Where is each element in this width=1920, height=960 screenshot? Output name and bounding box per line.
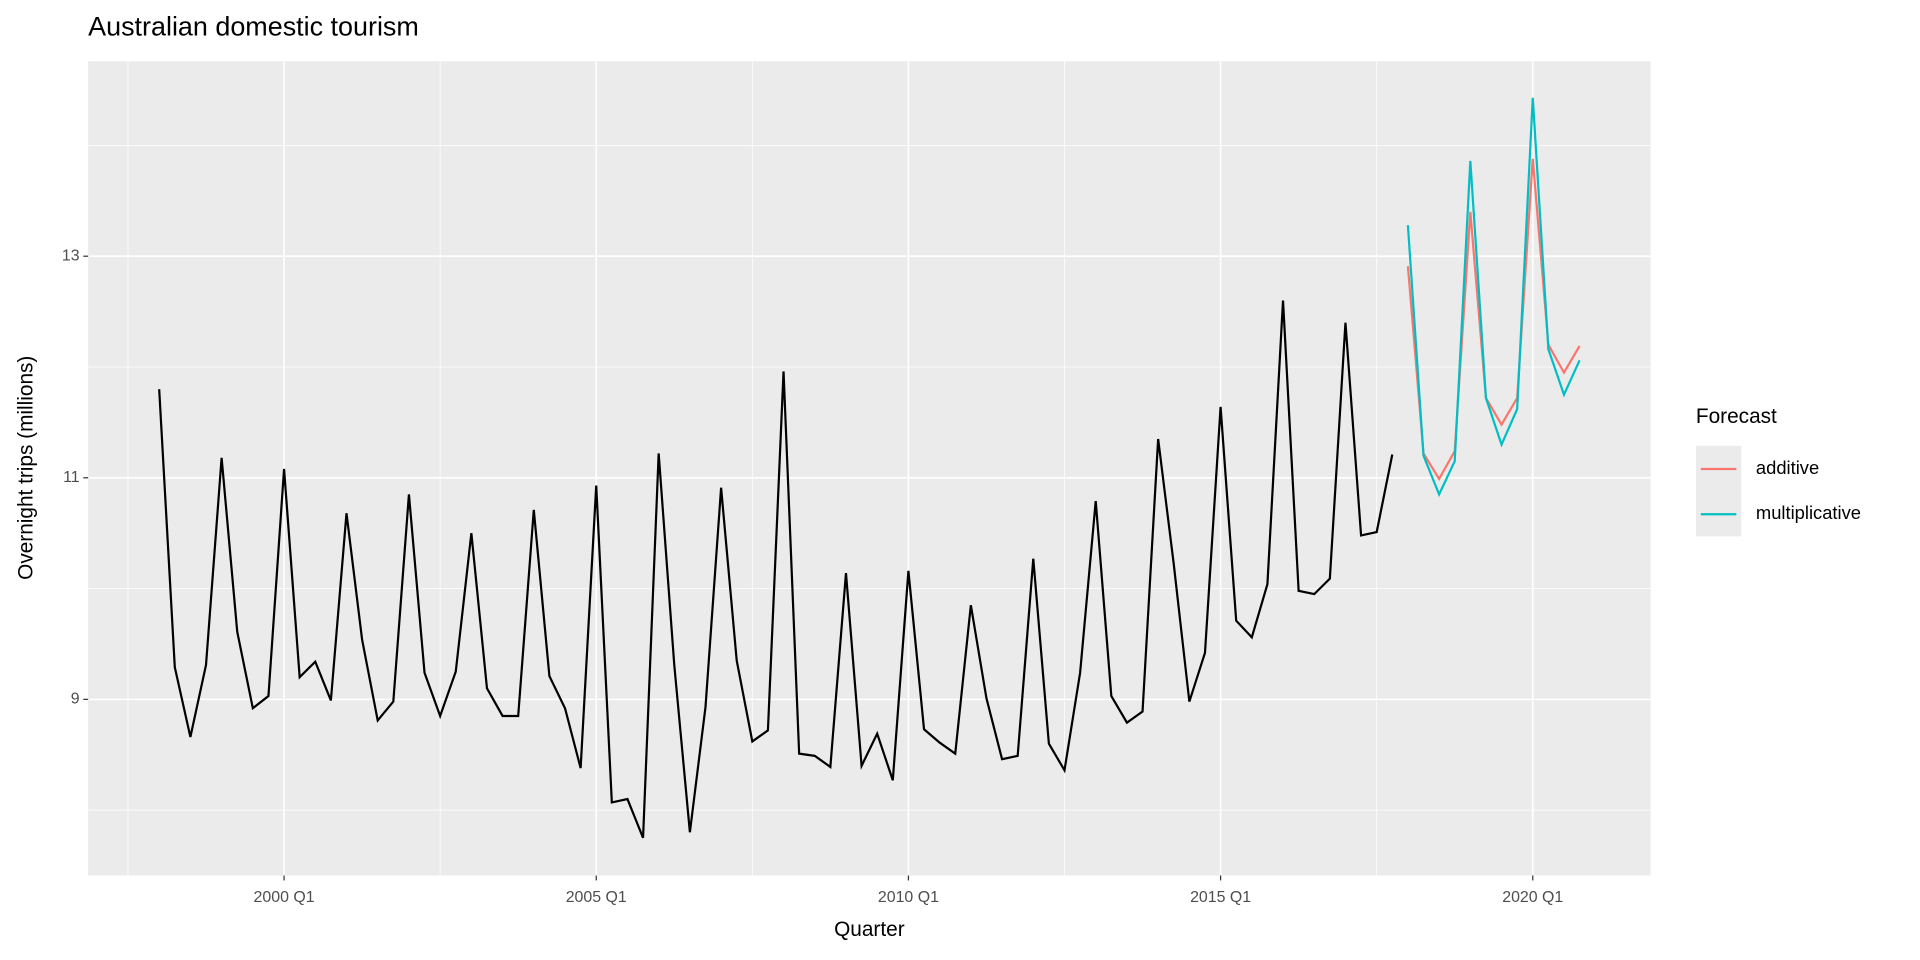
y-axis-label: Overnight trips (millions) xyxy=(14,356,37,580)
x-tick-label: 2015 Q1 xyxy=(1190,889,1251,906)
series-line xyxy=(1406,97,1581,498)
x-axis-label: Quarter xyxy=(834,918,905,941)
chart-title: Australian domestic tourism xyxy=(88,11,419,41)
legend-label: additive xyxy=(1756,457,1819,478)
legend-title: Forecast xyxy=(1696,405,1777,428)
series-line xyxy=(1406,158,1581,482)
legend-key-background xyxy=(1695,445,1742,537)
series-line xyxy=(158,300,1394,839)
y-tick-label: 11 xyxy=(63,469,80,486)
legend-label: multiplicative xyxy=(1756,502,1861,523)
y-tick-label: 9 xyxy=(71,691,80,708)
y-tick-label: 13 xyxy=(62,247,80,264)
x-tick-label: 2010 Q1 xyxy=(878,889,939,906)
plot-panel xyxy=(88,61,1651,876)
x-tick-label: 2020 Q1 xyxy=(1502,889,1563,906)
x-tick-label: 2000 Q1 xyxy=(254,889,315,906)
x-tick-label: 2005 Q1 xyxy=(566,889,627,906)
